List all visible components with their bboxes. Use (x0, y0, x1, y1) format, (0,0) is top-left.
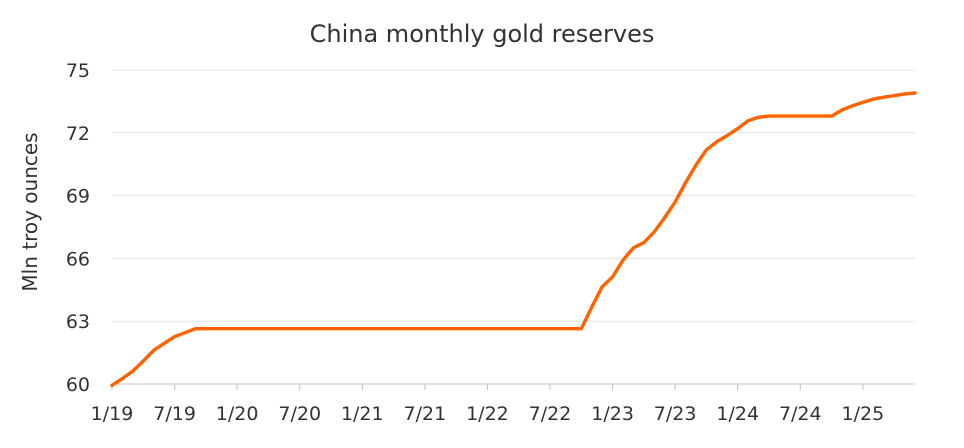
y-tick-label-63: 63 (66, 311, 90, 333)
x-tick-label-1-23: 1/23 (591, 403, 634, 425)
x-tick-label-7-21: 7/21 (404, 403, 447, 425)
x-tick-label-1-21: 1/21 (341, 403, 384, 425)
gridlines (112, 69, 915, 385)
x-tick-label-7-24: 7/24 (779, 403, 822, 425)
series-line-gold-reserves (110, 91, 917, 387)
y-axis-label: Mln troy ounces (18, 132, 42, 291)
x-tick-label-7-20: 7/20 (278, 403, 321, 425)
y-tick-label-66: 66 (66, 248, 90, 270)
x-axis-ticks: 1/19 7/19 1/20 7/20 1/21 7/21 1/22 7/22 1/23 7/23… (91, 384, 885, 425)
y-tick-label-75: 75 (66, 60, 90, 82)
x-tick-label-1-22: 1/22 (466, 403, 509, 425)
x-tick-label-1-20: 1/20 (216, 403, 259, 425)
y-tick-label-69: 69 (66, 186, 90, 208)
series-layer (110, 91, 917, 387)
x-tick-label-7-22: 7/22 (529, 403, 572, 425)
x-tick-label-7-23: 7/23 (654, 403, 697, 425)
x-tick-label-1-24: 1/24 (716, 403, 759, 425)
x-tick-label-7-19: 7/19 (153, 403, 196, 425)
x-tick-label-1-19: 1/19 (91, 403, 134, 425)
y-axis-ticks: 60 63 66 69 72 75 (66, 60, 90, 396)
y-tick-label-60: 60 (66, 374, 90, 396)
y-tick-label-72: 72 (66, 123, 90, 145)
x-tick-label-1-25: 1/25 (842, 403, 885, 425)
chart-title: China monthly gold reserves (310, 20, 655, 48)
